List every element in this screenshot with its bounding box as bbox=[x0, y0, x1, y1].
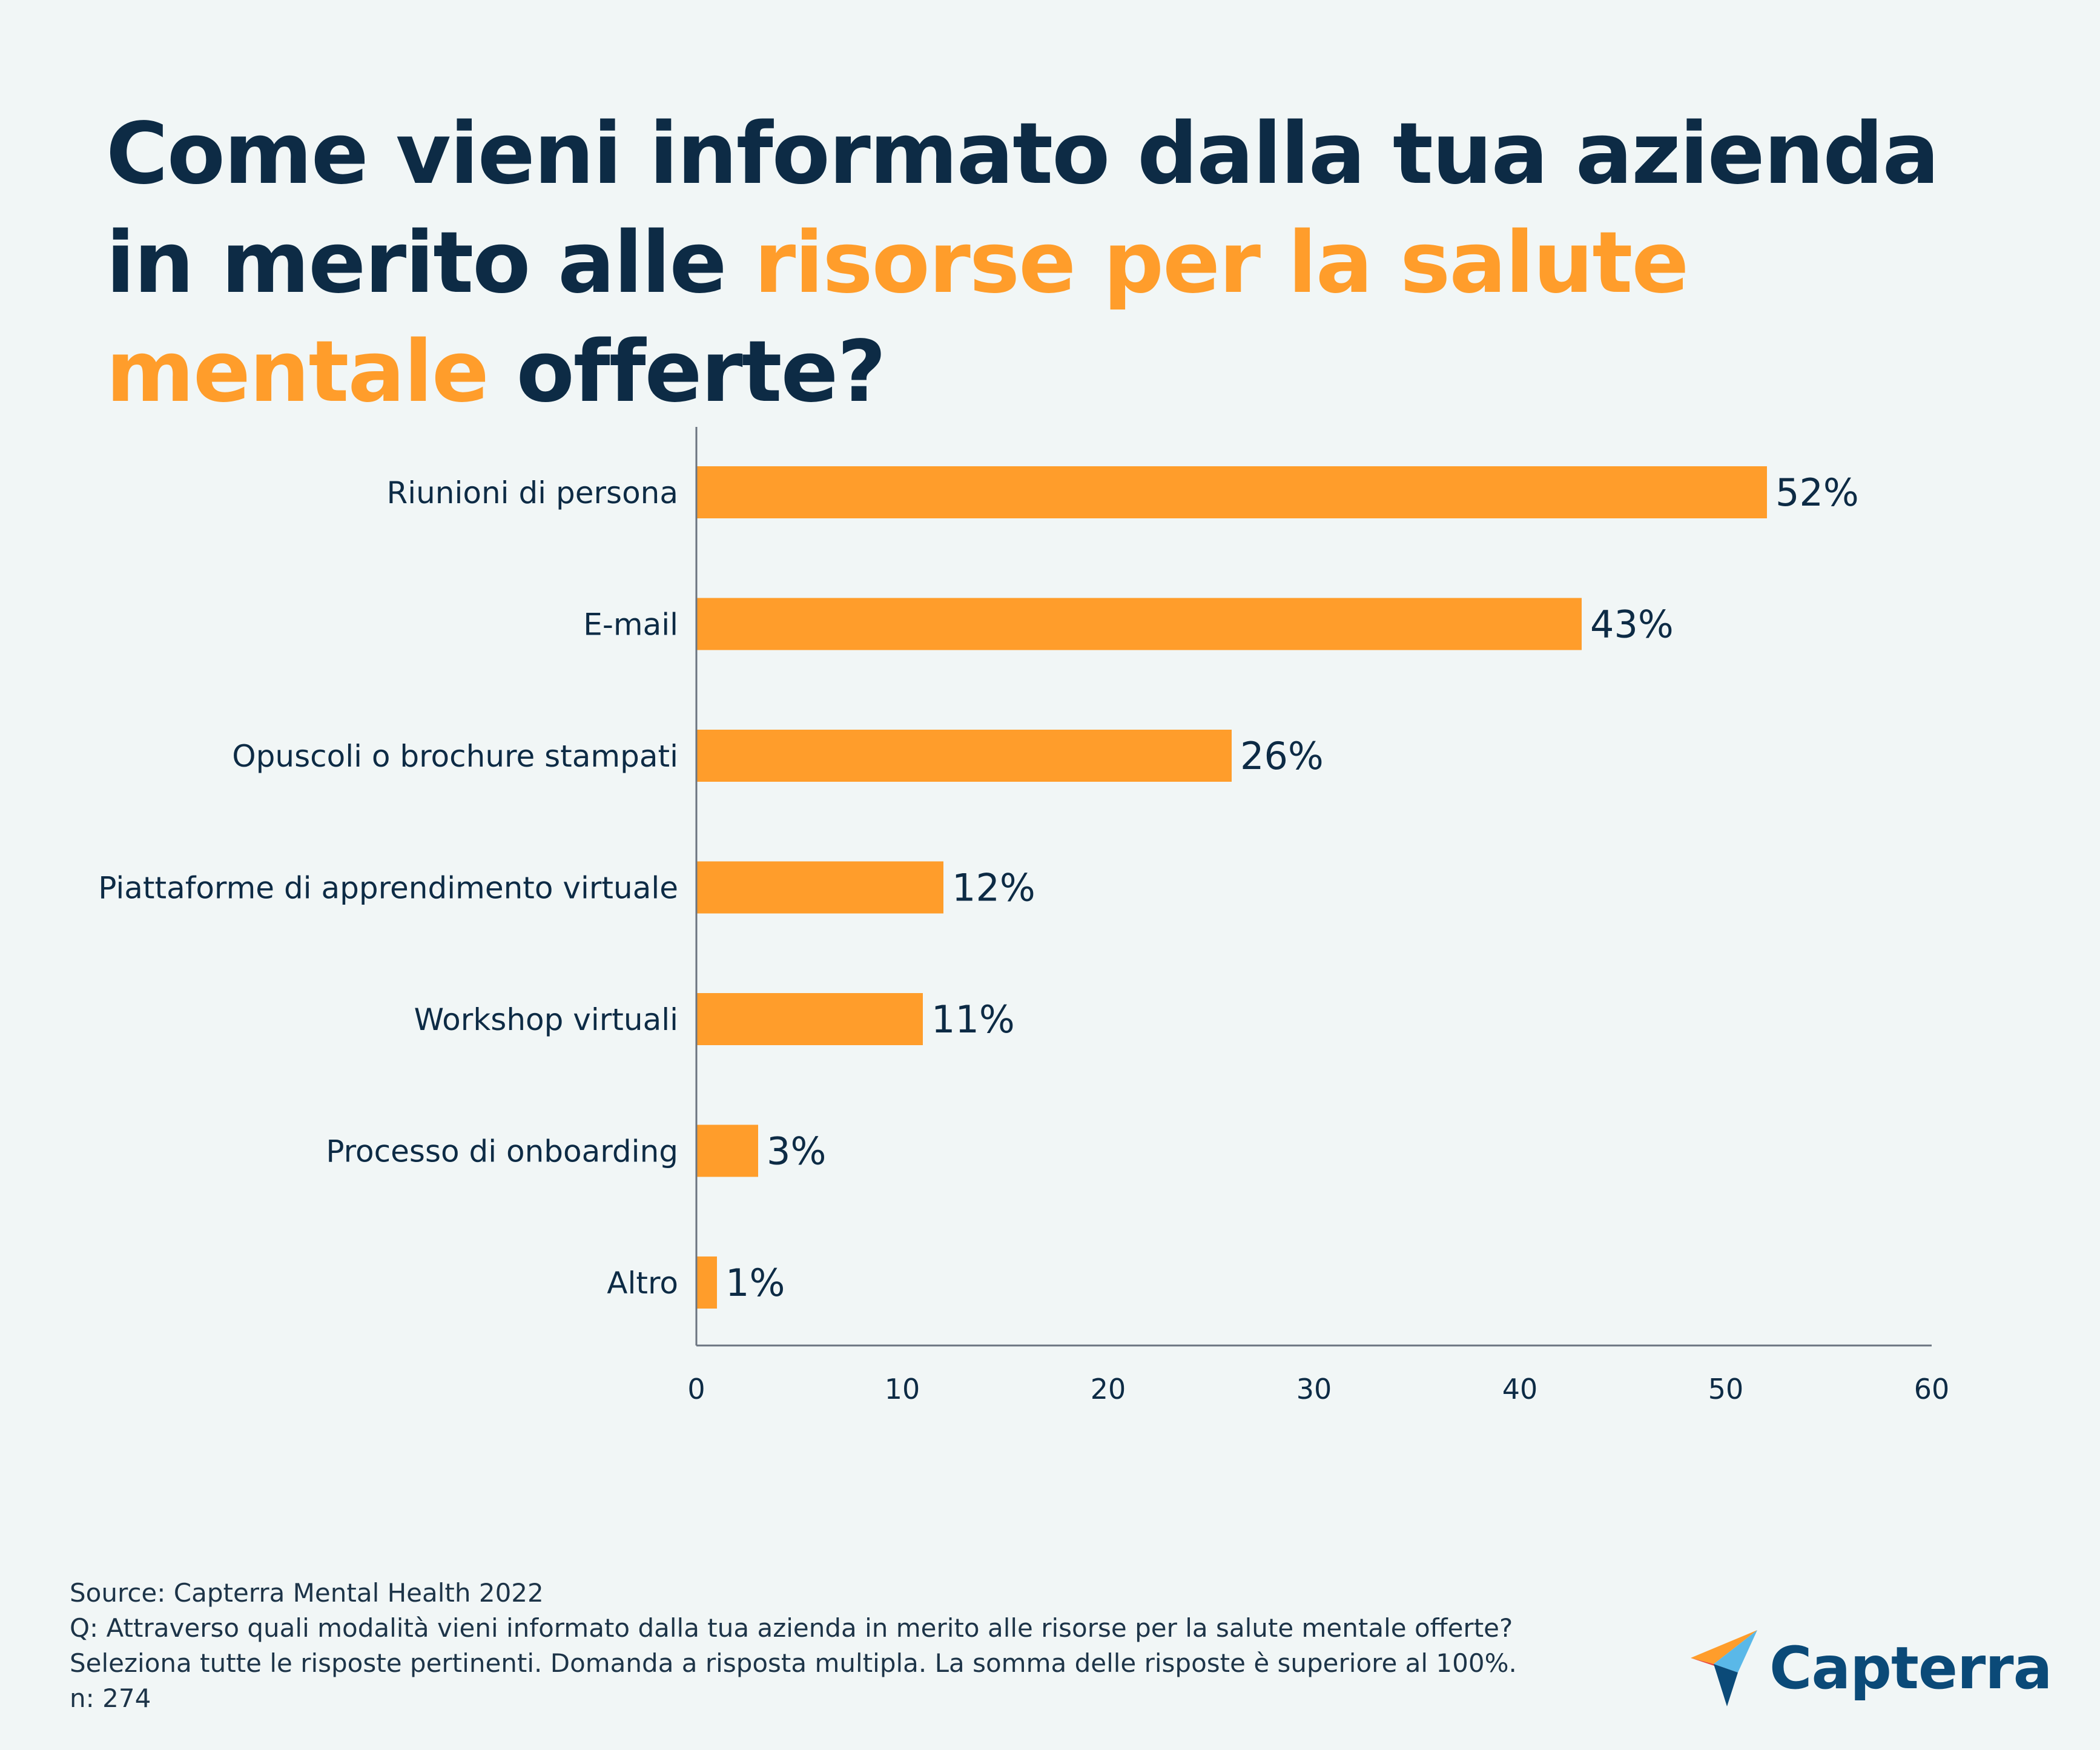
category-label: Processo di onboarding bbox=[326, 1134, 678, 1169]
data-label: 3% bbox=[767, 1129, 826, 1174]
data-label: 43% bbox=[1590, 603, 1674, 647]
footer-notes: Source: Capterra Mental Health 2022 Q: A… bbox=[70, 1576, 1644, 1716]
title-part-1: Come vieni informato dalla tua azienda i… bbox=[106, 105, 1940, 312]
x-tick-label: 40 bbox=[1502, 1373, 1538, 1405]
category-label: Altro bbox=[607, 1266, 678, 1301]
x-tick-label: 50 bbox=[1708, 1373, 1744, 1405]
data-label: 26% bbox=[1240, 734, 1324, 778]
category-label: E-mail bbox=[583, 607, 678, 642]
capterra-logo: Capterra bbox=[1689, 1629, 2052, 1708]
bar bbox=[696, 730, 1232, 782]
bar-chart: Riunioni di persona E-mail Opuscoli o broc… bbox=[98, 427, 1950, 1405]
bar bbox=[696, 1256, 717, 1309]
bar bbox=[696, 861, 943, 914]
x-tick-label: 60 bbox=[1914, 1373, 1950, 1405]
question-text: Q: Attraverso quali modalità vieni infor… bbox=[70, 1613, 1513, 1643]
category-label: Riunioni di persona bbox=[386, 475, 678, 510]
capterra-arrow-icon bbox=[1691, 1630, 1757, 1706]
note-text: Seleziona tutte le risposte pertinenti. … bbox=[70, 1648, 1517, 1678]
category-label: Opuscoli o brochure stampati bbox=[232, 739, 678, 774]
category-label: Piattaforme di apprendimento virtuale bbox=[98, 871, 678, 906]
data-label: 52% bbox=[1775, 471, 1859, 515]
x-tick-label: 30 bbox=[1296, 1373, 1332, 1405]
x-tick-label: 20 bbox=[1091, 1373, 1126, 1405]
data-label: 1% bbox=[725, 1261, 785, 1305]
source-text: Source: Capterra Mental Health 2022 bbox=[70, 1578, 544, 1608]
sample-size-text: n: 274 bbox=[70, 1683, 151, 1713]
bar bbox=[696, 993, 923, 1045]
title-highlight: risorse per la salute mentale bbox=[106, 214, 1689, 421]
logo-wordmark: Capterra bbox=[1769, 1634, 2052, 1702]
data-label: 11% bbox=[931, 997, 1015, 1042]
title-part-2: offerte? bbox=[487, 323, 887, 421]
bar bbox=[696, 466, 1767, 518]
x-tick-label: 0 bbox=[687, 1373, 705, 1405]
data-label: 12% bbox=[952, 866, 1035, 910]
bar bbox=[696, 598, 1582, 650]
x-tick-label: 10 bbox=[885, 1373, 920, 1405]
chart-title: Come vieni informato dalla tua azienda i… bbox=[106, 100, 2013, 427]
bar bbox=[696, 1124, 758, 1177]
category-label: Workshop virtuali bbox=[414, 1002, 678, 1037]
